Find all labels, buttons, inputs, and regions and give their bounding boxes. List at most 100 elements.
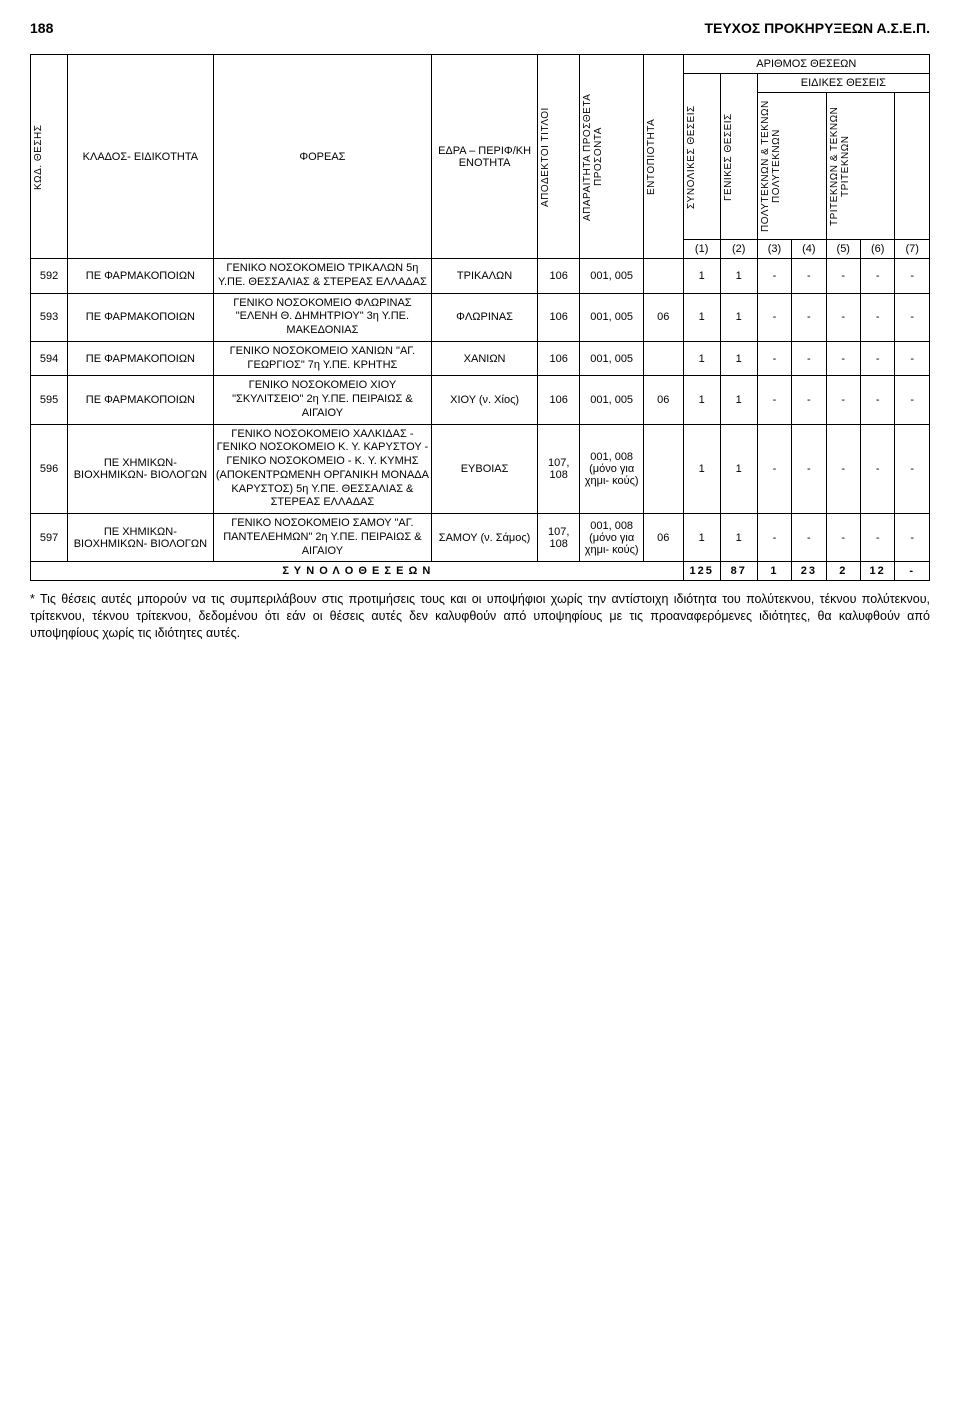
cell-ento: 06 [643, 376, 683, 424]
cell-klados: ΠΕ ΧΗΜΙΚΩΝ- ΒΙΟΧΗΜΙΚΩΝ- ΒΙΟΛΟΓΩΝ [68, 424, 214, 514]
hdr-edra: ΕΔΡΑ – ΠΕΡΙΦ/ΚΗ ΕΝΟΤΗΤΑ [432, 55, 538, 259]
hdr-klados: ΚΛΑΔΟΣ- ΕΙΔΙΚΟΤΗΤΑ [68, 55, 214, 259]
hdr-prosonta: ΑΠΑΡΑΙΤΗΤΑ ΠΡΟΣΘΕΤΑ ΠΡΟΣΟΝΤΑ [582, 87, 604, 227]
cell-titloi: 106 [538, 259, 580, 294]
hdr-ento: ΕΝΤΟΠΙΟΤΗΤΑ [646, 87, 657, 227]
total-c7: - [895, 562, 930, 581]
cell-c1: 1 [683, 424, 720, 514]
cell-foreas: ΓΕΝΙΚΟ ΝΟΣΟΚΟΜΕΙΟ ΤΡΙΚΑΛΩΝ 5η Υ.ΠΕ. ΘΕΣΣ… [213, 259, 431, 294]
cell-ento [643, 341, 683, 376]
cell-c7: - [895, 376, 930, 424]
cell-c5: - [826, 376, 860, 424]
cell-c5: - [826, 259, 860, 294]
cell-c6: - [860, 424, 894, 514]
cell-c1: 1 [683, 259, 720, 294]
cell-titloi: 106 [538, 293, 580, 341]
positions-table: ΚΩΔ. ΘΕΣΗΣ ΚΛΑΔΟΣ- ΕΙΔΙΚΟΤΗΤΑ ΦΟΡΕΑΣ ΕΔΡ… [30, 54, 930, 581]
cell-kod: 597 [31, 514, 68, 562]
hdr-triteknon: ΤΡΙΤΕΚΝΩΝ & ΤΕΚΝΩΝ ΤΡΙΤΕΚΝΩΝ [829, 96, 851, 236]
cell-c3: - [757, 376, 791, 424]
cell-c4: - [792, 259, 826, 294]
cell-c5: - [826, 424, 860, 514]
table-row: 592ΠΕ ΦΑΡΜΑΚΟΠΟΙΩΝΓΕΝΙΚΟ ΝΟΣΟΚΟΜΕΙΟ ΤΡΙΚ… [31, 259, 930, 294]
cell-c7: - [895, 293, 930, 341]
cell-ento: 06 [643, 293, 683, 341]
hdr-idx-1: (1) [683, 240, 720, 259]
page-title: ΤΕΥΧΟΣ ΠΡΟΚΗΡΥΞΕΩΝ Α.Σ.Ε.Π. [704, 20, 930, 36]
cell-kod: 595 [31, 376, 68, 424]
cell-c4: - [792, 424, 826, 514]
cell-c3: - [757, 259, 791, 294]
cell-c6: - [860, 514, 894, 562]
hdr-idx-6: (6) [860, 240, 894, 259]
table-row: 595ΠΕ ΦΑΡΜΑΚΟΠΟΙΩΝΓΕΝΙΚΟ ΝΟΣΟΚΟΜΕΙΟ ΧΙΟΥ… [31, 376, 930, 424]
hdr-genikes: ΓΕΝΙΚΕΣ ΘΕΣΕΙΣ [723, 87, 734, 227]
cell-edra: ΦΛΩΡΙΝΑΣ [432, 293, 538, 341]
cell-foreas: ΓΕΝΙΚΟ ΝΟΣΟΚΟΜΕΙΟ ΣΑΜΟΥ "ΑΓ. ΠΑΝΤΕΛΕΗΜΩΝ… [213, 514, 431, 562]
total-row: Σ Υ Ν Ο Λ Ο Θ Ε Σ Ε Ω Ν12587123212- [31, 562, 930, 581]
cell-edra: ΤΡΙΚΑΛΩΝ [432, 259, 538, 294]
cell-klados: ΠΕ ΧΗΜΙΚΩΝ- ΒΙΟΧΗΜΙΚΩΝ- ΒΙΟΛΟΓΩΝ [68, 514, 214, 562]
cell-titloi: 106 [538, 376, 580, 424]
cell-c7: - [895, 424, 930, 514]
table-head: ΚΩΔ. ΘΕΣΗΣ ΚΛΑΔΟΣ- ΕΙΔΙΚΟΤΗΤΑ ΦΟΡΕΑΣ ΕΔΡ… [31, 55, 930, 259]
hdr-polyteknon: ΠΟΛΥΤΕΚΝΩΝ & ΤΕΚΝΩΝ ΠΟΛΥΤΕΚΝΩΝ [760, 96, 782, 236]
hdr-idx-3: (3) [757, 240, 791, 259]
table-row: 594ΠΕ ΦΑΡΜΑΚΟΠΟΙΩΝΓΕΝΙΚΟ ΝΟΣΟΚΟΜΕΙΟ ΧΑΝΙ… [31, 341, 930, 376]
cell-foreas: ΓΕΝΙΚΟ ΝΟΣΟΚΟΜΕΙΟ ΧΑΛΚΙΔΑΣ - ΓΕΝΙΚΟ ΝΟΣΟ… [213, 424, 431, 514]
cell-klados: ΠΕ ΦΑΡΜΑΚΟΠΟΙΩΝ [68, 341, 214, 376]
cell-kod: 596 [31, 424, 68, 514]
cell-prosonta: 001, 005 [580, 376, 644, 424]
cell-c5: - [826, 514, 860, 562]
cell-c5: - [826, 341, 860, 376]
cell-ento [643, 424, 683, 514]
cell-c6: - [860, 341, 894, 376]
hdr-idx-2: (2) [720, 240, 757, 259]
table-row: 597ΠΕ ΧΗΜΙΚΩΝ- ΒΙΟΧΗΜΙΚΩΝ- ΒΙΟΛΟΓΩΝΓΕΝΙΚ… [31, 514, 930, 562]
total-c1: 125 [683, 562, 720, 581]
cell-klados: ΠΕ ΦΑΡΜΑΚΟΠΟΙΩΝ [68, 376, 214, 424]
hdr-idx-4: (4) [792, 240, 826, 259]
cell-prosonta: 001, 005 [580, 341, 644, 376]
cell-klados: ΠΕ ΦΑΡΜΑΚΟΠΟΙΩΝ [68, 259, 214, 294]
footnote: * Τις θέσεις αυτές μπορούν να τις συμπερ… [30, 591, 930, 642]
cell-c4: - [792, 341, 826, 376]
hdr-idx-7: (7) [895, 240, 930, 259]
cell-prosonta: 001, 008 (μόνο για χημι- κούς) [580, 514, 644, 562]
hdr-foreas: ΦΟΡΕΑΣ [213, 55, 431, 259]
cell-c7: - [895, 341, 930, 376]
cell-ento: 06 [643, 514, 683, 562]
cell-kod: 592 [31, 259, 68, 294]
cell-titloi: 107, 108 [538, 514, 580, 562]
cell-c2: 1 [720, 293, 757, 341]
hdr-synolikes: ΣΥΝΟΛΙΚΕΣ ΘΕΣΕΙΣ [686, 87, 697, 227]
cell-c2: 1 [720, 341, 757, 376]
total-c2: 87 [720, 562, 757, 581]
cell-prosonta: 001, 008 (μόνο για χημι- κούς) [580, 424, 644, 514]
cell-edra: ΕΥΒΟΙΑΣ [432, 424, 538, 514]
cell-prosonta: 001, 005 [580, 259, 644, 294]
cell-c4: - [792, 514, 826, 562]
cell-c1: 1 [683, 376, 720, 424]
cell-c7: - [895, 514, 930, 562]
hdr-kod: ΚΩΔ. ΘΕΣΗΣ [33, 87, 44, 227]
page-header: 188 ΤΕΥΧΟΣ ΠΡΟΚΗΡΥΞΕΩΝ Α.Σ.Ε.Π. [30, 20, 930, 36]
page-number: 188 [30, 20, 53, 36]
cell-klados: ΠΕ ΦΑΡΜΑΚΟΠΟΙΩΝ [68, 293, 214, 341]
cell-c6: - [860, 259, 894, 294]
cell-foreas: ΓΕΝΙΚΟ ΝΟΣΟΚΟΜΕΙΟ ΧΙΟΥ "ΣΚΥΛΙΤΣΕΙΟ" 2η Υ… [213, 376, 431, 424]
cell-foreas: ΓΕΝΙΚΟ ΝΟΣΟΚΟΜΕΙΟ ΦΛΩΡΙΝΑΣ "ΕΛΕΝΗ Θ. ΔΗΜ… [213, 293, 431, 341]
cell-c3: - [757, 514, 791, 562]
table-body: 592ΠΕ ΦΑΡΜΑΚΟΠΟΙΩΝΓΕΝΙΚΟ ΝΟΣΟΚΟΜΕΙΟ ΤΡΙΚ… [31, 259, 930, 581]
cell-foreas: ΓΕΝΙΚΟ ΝΟΣΟΚΟΜΕΙΟ ΧΑΝΙΩΝ "ΑΓ. ΓΕΩΡΓΙΟΣ" … [213, 341, 431, 376]
cell-titloi: 107, 108 [538, 424, 580, 514]
cell-kod: 593 [31, 293, 68, 341]
total-c4: 23 [792, 562, 826, 581]
cell-c2: 1 [720, 514, 757, 562]
cell-ento [643, 259, 683, 294]
cell-c2: 1 [720, 424, 757, 514]
table-row: 593ΠΕ ΦΑΡΜΑΚΟΠΟΙΩΝΓΕΝΙΚΟ ΝΟΣΟΚΟΜΕΙΟ ΦΛΩΡ… [31, 293, 930, 341]
cell-c1: 1 [683, 514, 720, 562]
cell-c3: - [757, 424, 791, 514]
cell-c6: - [860, 293, 894, 341]
